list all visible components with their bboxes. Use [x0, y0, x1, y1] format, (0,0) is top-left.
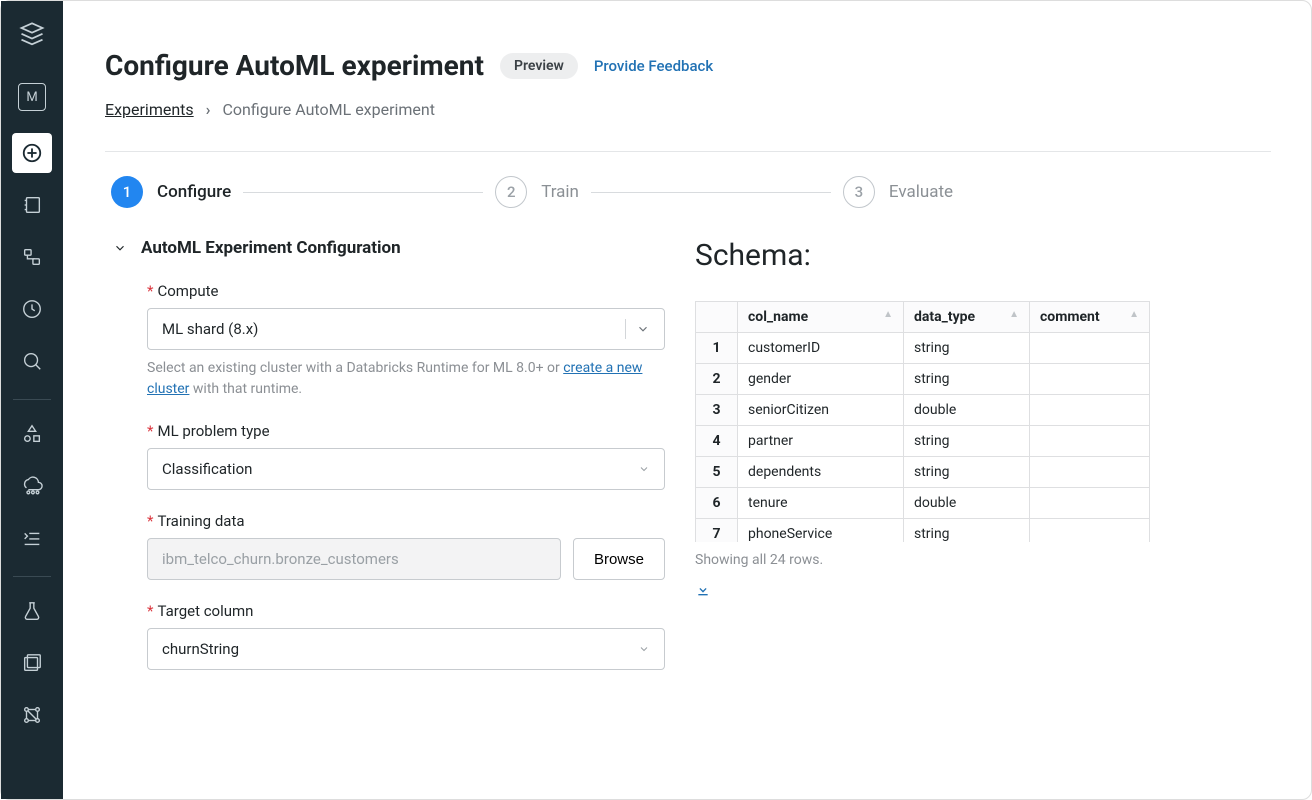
- chevron-down-icon: [638, 643, 650, 655]
- row-comment: [1030, 488, 1150, 519]
- preview-badge: Preview: [500, 53, 578, 79]
- step-3-circle[interactable]: 3: [843, 176, 875, 208]
- step-2-circle[interactable]: 2: [495, 176, 527, 208]
- row-comment: [1030, 395, 1150, 426]
- step-1-label: Configure: [157, 182, 231, 202]
- target-select[interactable]: churnString: [147, 628, 665, 670]
- schema-col-comment-header[interactable]: comment▲: [1030, 302, 1150, 333]
- row-comment: [1030, 457, 1150, 488]
- step-1-circle[interactable]: 1: [111, 176, 143, 208]
- row-comment: [1030, 519, 1150, 543]
- training-data-input[interactable]: ibm_telco_churn.bronze_customers: [147, 538, 561, 580]
- table-row: 4partnerstring: [696, 426, 1150, 457]
- breadcrumb-root[interactable]: Experiments: [105, 100, 194, 119]
- row-index: 4: [696, 426, 738, 457]
- training-data-label: Training data: [157, 512, 244, 530]
- main-content: Configure AutoML experiment Preview Prov…: [63, 1, 1311, 799]
- row-data-type: string: [904, 333, 1030, 364]
- table-row: 6tenuredouble: [696, 488, 1150, 519]
- sort-icon: ▲: [1009, 309, 1019, 320]
- step-line: [591, 192, 831, 193]
- config-section-title: AutoML Experiment Configuration: [141, 238, 401, 258]
- row-comment: [1030, 426, 1150, 457]
- schema-index-header: [696, 302, 738, 333]
- chevron-down-icon: [113, 241, 127, 255]
- table-row: 7phoneServicestring: [696, 519, 1150, 543]
- row-index: 6: [696, 488, 738, 519]
- sort-icon: ▲: [883, 309, 893, 320]
- breadcrumb: Experiments › Configure AutoML experimen…: [105, 100, 1311, 119]
- stepper: 1 Configure 2 Train 3 Evaluate: [105, 176, 1311, 208]
- nav-clusters-icon[interactable]: [12, 466, 52, 506]
- step-line: [243, 192, 483, 193]
- compute-select[interactable]: ML shard (8.x): [147, 308, 665, 350]
- nav-jobs-icon[interactable]: [12, 518, 52, 558]
- row-data-type: double: [904, 395, 1030, 426]
- row-col-name: tenure: [738, 488, 904, 519]
- row-index: 7: [696, 519, 738, 543]
- schema-col-type-header[interactable]: data_type▲: [904, 302, 1030, 333]
- row-data-type: double: [904, 488, 1030, 519]
- chevron-down-icon: [638, 463, 650, 475]
- compute-label: Compute: [157, 282, 218, 300]
- step-3-label: Evaluate: [889, 182, 953, 202]
- row-data-type: string: [904, 519, 1030, 543]
- row-data-type: string: [904, 426, 1030, 457]
- table-row: 5dependentsstring: [696, 457, 1150, 488]
- row-index: 1: [696, 333, 738, 364]
- row-data-type: string: [904, 364, 1030, 395]
- row-col-name: phoneService: [738, 519, 904, 543]
- schema-title: Schema:: [695, 238, 1311, 273]
- nav-search-icon[interactable]: [12, 341, 52, 381]
- problem-type-label: ML problem type: [157, 422, 269, 440]
- nav-models-icon[interactable]: [12, 695, 52, 735]
- nav-m-icon[interactable]: M: [18, 83, 46, 111]
- schema-table: col_name▲ data_type▲ comment▲ 1customerI…: [695, 301, 1150, 542]
- page-title: Configure AutoML experiment: [105, 49, 484, 82]
- target-label: Target column: [157, 602, 253, 620]
- nav-data-icon[interactable]: [12, 414, 52, 454]
- compute-helper: Select an existing cluster with a Databr…: [147, 358, 665, 400]
- step-2-label: Train: [541, 182, 579, 202]
- row-col-name: partner: [738, 426, 904, 457]
- row-col-name: gender: [738, 364, 904, 395]
- problem-type-value: Classification: [162, 460, 252, 478]
- chevron-down-icon: [636, 322, 650, 336]
- schema-col-name-header[interactable]: col_name▲: [738, 302, 904, 333]
- breadcrumb-current: Configure AutoML experiment: [222, 100, 435, 119]
- schema-footer: Showing all 24 rows.: [695, 552, 1311, 568]
- divider: [105, 151, 1271, 152]
- nav-notebook-icon[interactable]: [12, 185, 52, 225]
- nav-repos-icon[interactable]: [12, 237, 52, 277]
- logo-icon[interactable]: [12, 15, 52, 55]
- sidebar-divider-2: [13, 576, 51, 577]
- target-value: churnString: [162, 640, 239, 658]
- row-index: 5: [696, 457, 738, 488]
- browse-button[interactable]: Browse: [573, 538, 665, 580]
- table-row: 3seniorCitizendouble: [696, 395, 1150, 426]
- provide-feedback-link[interactable]: Provide Feedback: [594, 57, 713, 75]
- table-row: 1customerIDstring: [696, 333, 1150, 364]
- problem-type-select[interactable]: Classification: [147, 448, 665, 490]
- sort-icon: ▲: [1129, 309, 1139, 320]
- row-comment: [1030, 364, 1150, 395]
- row-data-type: string: [904, 457, 1030, 488]
- sidebar-divider: [13, 399, 51, 400]
- row-col-name: customerID: [738, 333, 904, 364]
- row-index: 3: [696, 395, 738, 426]
- chevron-right-icon: ›: [206, 100, 211, 119]
- download-icon[interactable]: [695, 582, 711, 602]
- row-comment: [1030, 333, 1150, 364]
- table-row: 2genderstring: [696, 364, 1150, 395]
- nav-create-icon[interactable]: [12, 133, 52, 173]
- nav-recents-icon[interactable]: [12, 289, 52, 329]
- nav-experiments-icon[interactable]: [12, 591, 52, 631]
- nav-feature-store-icon[interactable]: [12, 643, 52, 683]
- row-col-name: dependents: [738, 457, 904, 488]
- row-index: 2: [696, 364, 738, 395]
- sidebar: M: [1, 1, 63, 799]
- config-section-header[interactable]: AutoML Experiment Configuration: [105, 238, 665, 258]
- compute-value: ML shard (8.x): [162, 320, 258, 338]
- row-col-name: seniorCitizen: [738, 395, 904, 426]
